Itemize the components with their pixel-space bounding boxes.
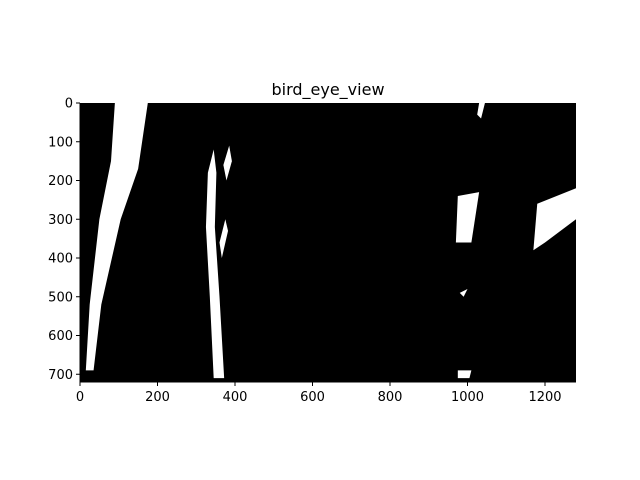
y-tick-label: 0 bbox=[65, 97, 73, 112]
plot-area bbox=[80, 103, 576, 382]
y-tick-label: 300 bbox=[48, 213, 73, 228]
right-lane-low bbox=[459, 289, 468, 297]
y-tick-label: 700 bbox=[48, 368, 73, 383]
x-tick-label: 1200 bbox=[528, 390, 561, 405]
lane-markings bbox=[85, 103, 576, 379]
image-background bbox=[80, 103, 576, 382]
x-tick-label: 600 bbox=[300, 390, 325, 405]
center-lane-dash bbox=[223, 145, 232, 181]
right-lane-mid bbox=[455, 192, 480, 243]
far-right-glare bbox=[533, 188, 576, 251]
x-tick-label: 800 bbox=[378, 390, 403, 405]
x-tick-label: 0 bbox=[76, 390, 84, 405]
x-tick-label: 200 bbox=[145, 390, 170, 405]
center-lane-dash-2 bbox=[219, 219, 229, 258]
y-tick-label: 600 bbox=[48, 329, 73, 344]
x-tick-label: 1000 bbox=[451, 390, 484, 405]
center-lane bbox=[205, 149, 225, 379]
y-tick-label: 400 bbox=[48, 252, 73, 267]
axes: 0 200 400 600 800 1000 1200 0 100 200 300 400 500 600… bbox=[48, 97, 576, 405]
y-tick-label: 100 bbox=[48, 135, 73, 150]
y-tick-label: 500 bbox=[48, 290, 73, 305]
x-tick-label: 400 bbox=[223, 390, 248, 405]
chart-title: bird_eye_view bbox=[271, 80, 384, 100]
right-lane-top bbox=[477, 103, 485, 119]
left-lane-band bbox=[85, 103, 148, 371]
y-tick-label: 200 bbox=[48, 174, 73, 189]
bottom-speckle bbox=[457, 370, 472, 379]
left-lane-stripe bbox=[122, 103, 137, 150]
